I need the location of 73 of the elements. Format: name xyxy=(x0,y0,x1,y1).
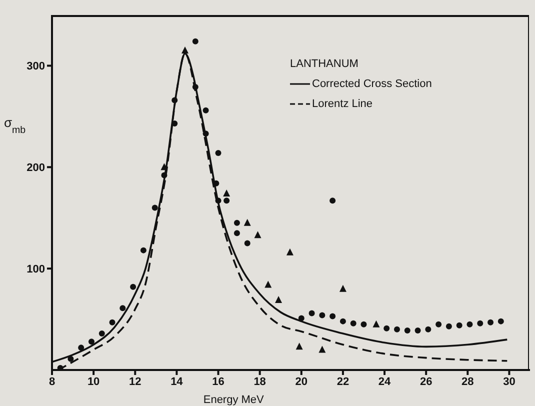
point xyxy=(202,107,209,114)
point xyxy=(330,198,336,204)
point xyxy=(130,284,136,290)
point xyxy=(161,172,168,178)
x-tick-label: 14 xyxy=(170,376,184,388)
point xyxy=(414,327,421,334)
point xyxy=(202,130,209,137)
point xyxy=(223,190,230,197)
point xyxy=(286,248,294,256)
point xyxy=(215,150,222,156)
point xyxy=(298,315,304,322)
x-tick-label: 12 xyxy=(129,376,142,388)
point xyxy=(498,318,504,324)
point xyxy=(308,310,315,316)
point xyxy=(360,321,367,328)
point xyxy=(330,313,336,320)
point xyxy=(215,198,222,204)
point xyxy=(109,319,116,326)
point xyxy=(372,320,380,328)
point xyxy=(296,342,303,350)
point xyxy=(466,321,473,328)
y-tick-label: 300 xyxy=(26,60,45,73)
point xyxy=(88,338,94,345)
x-axis-title: Energy MeV xyxy=(203,394,265,406)
point xyxy=(319,312,326,318)
point xyxy=(404,327,410,334)
legend-label: Lorentz Line xyxy=(312,98,373,110)
x-tick-label: 28 xyxy=(462,376,474,388)
y-axis-title: σ$_{mb}$ xyxy=(4,115,26,136)
point xyxy=(350,320,356,326)
point xyxy=(456,322,462,328)
point xyxy=(394,326,400,332)
x-tick-label: 24 xyxy=(378,376,392,388)
point xyxy=(477,320,484,326)
point xyxy=(339,284,346,292)
point xyxy=(425,326,432,332)
point xyxy=(172,97,178,104)
x-tick-label: 8 xyxy=(48,376,56,388)
point xyxy=(152,204,158,211)
point xyxy=(244,240,250,246)
legend-label: Corrected Cross Section xyxy=(312,78,432,90)
x-tick-label: 22 xyxy=(336,376,350,388)
y-tick-label: 100 xyxy=(26,263,45,276)
point xyxy=(224,198,230,204)
point xyxy=(98,330,105,336)
x-tick-label: 20 xyxy=(295,376,308,388)
point xyxy=(264,280,272,288)
x-tick-label: 30 xyxy=(503,376,516,388)
point xyxy=(140,247,146,254)
x-tick-label: 18 xyxy=(254,376,266,388)
point xyxy=(254,231,262,238)
point xyxy=(488,319,494,326)
point xyxy=(182,46,189,54)
point xyxy=(78,344,84,351)
point xyxy=(384,325,390,332)
x-tick-label: 16 xyxy=(212,376,224,388)
point xyxy=(160,163,168,170)
point xyxy=(275,296,282,304)
x-tick-label: 26 xyxy=(420,376,432,388)
point xyxy=(318,346,326,353)
x-tick-label: 10 xyxy=(87,376,100,388)
point xyxy=(234,230,240,236)
point xyxy=(340,318,346,324)
point xyxy=(192,38,198,44)
y-tick-label: 200 xyxy=(26,162,45,174)
point xyxy=(244,218,251,226)
point xyxy=(436,321,442,328)
legend-title: LANTHANUM xyxy=(290,58,360,70)
point xyxy=(192,84,198,90)
point xyxy=(68,356,74,362)
point xyxy=(446,323,452,330)
point xyxy=(234,220,240,226)
point xyxy=(120,305,126,312)
